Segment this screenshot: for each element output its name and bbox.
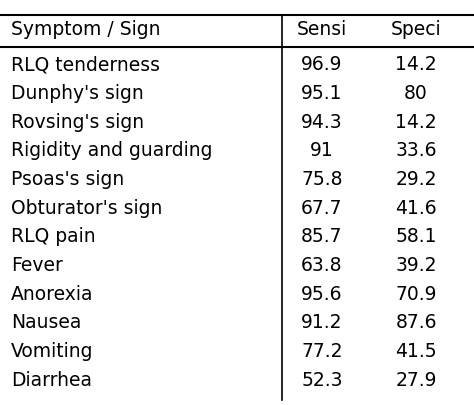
Text: Sensi: Sensi: [297, 20, 347, 38]
Text: 95.1: 95.1: [301, 84, 343, 103]
Text: 75.8: 75.8: [301, 170, 343, 189]
Text: Dunphy's sign: Dunphy's sign: [11, 84, 144, 103]
Text: Anorexia: Anorexia: [11, 284, 93, 303]
Text: Fever: Fever: [11, 256, 63, 274]
Text: 80: 80: [404, 84, 428, 103]
Text: Psoas's sign: Psoas's sign: [11, 170, 124, 189]
Text: Rovsing's sign: Rovsing's sign: [11, 113, 144, 131]
Text: 85.7: 85.7: [301, 227, 343, 246]
Text: 41.6: 41.6: [395, 198, 437, 217]
Text: Rigidity and guarding: Rigidity and guarding: [11, 141, 212, 160]
Text: 91: 91: [310, 141, 334, 160]
Text: 91.2: 91.2: [301, 313, 343, 332]
Text: 29.2: 29.2: [395, 170, 437, 189]
Text: 94.3: 94.3: [301, 113, 343, 131]
Text: 87.6: 87.6: [395, 313, 437, 332]
Text: Obturator's sign: Obturator's sign: [11, 198, 162, 217]
Text: Diarrhea: Diarrhea: [11, 370, 92, 389]
Text: 70.9: 70.9: [395, 284, 437, 303]
Text: RLQ tenderness: RLQ tenderness: [11, 55, 160, 74]
Text: 39.2: 39.2: [395, 256, 437, 274]
Text: 27.9: 27.9: [395, 370, 437, 389]
Text: Symptom / Sign: Symptom / Sign: [11, 20, 160, 38]
Text: 14.2: 14.2: [395, 55, 437, 74]
Text: 63.8: 63.8: [301, 256, 343, 274]
Text: 67.7: 67.7: [301, 198, 343, 217]
Text: 52.3: 52.3: [301, 370, 343, 389]
Text: 77.2: 77.2: [301, 341, 343, 360]
Text: 33.6: 33.6: [395, 141, 437, 160]
Text: 14.2: 14.2: [395, 113, 437, 131]
Text: Nausea: Nausea: [11, 313, 81, 332]
Text: RLQ pain: RLQ pain: [11, 227, 95, 246]
Text: Speci: Speci: [391, 20, 441, 38]
Text: 96.9: 96.9: [301, 55, 343, 74]
Text: Vomiting: Vomiting: [11, 341, 93, 360]
Text: 58.1: 58.1: [395, 227, 437, 246]
Text: 95.6: 95.6: [301, 284, 343, 303]
Text: 41.5: 41.5: [395, 341, 437, 360]
